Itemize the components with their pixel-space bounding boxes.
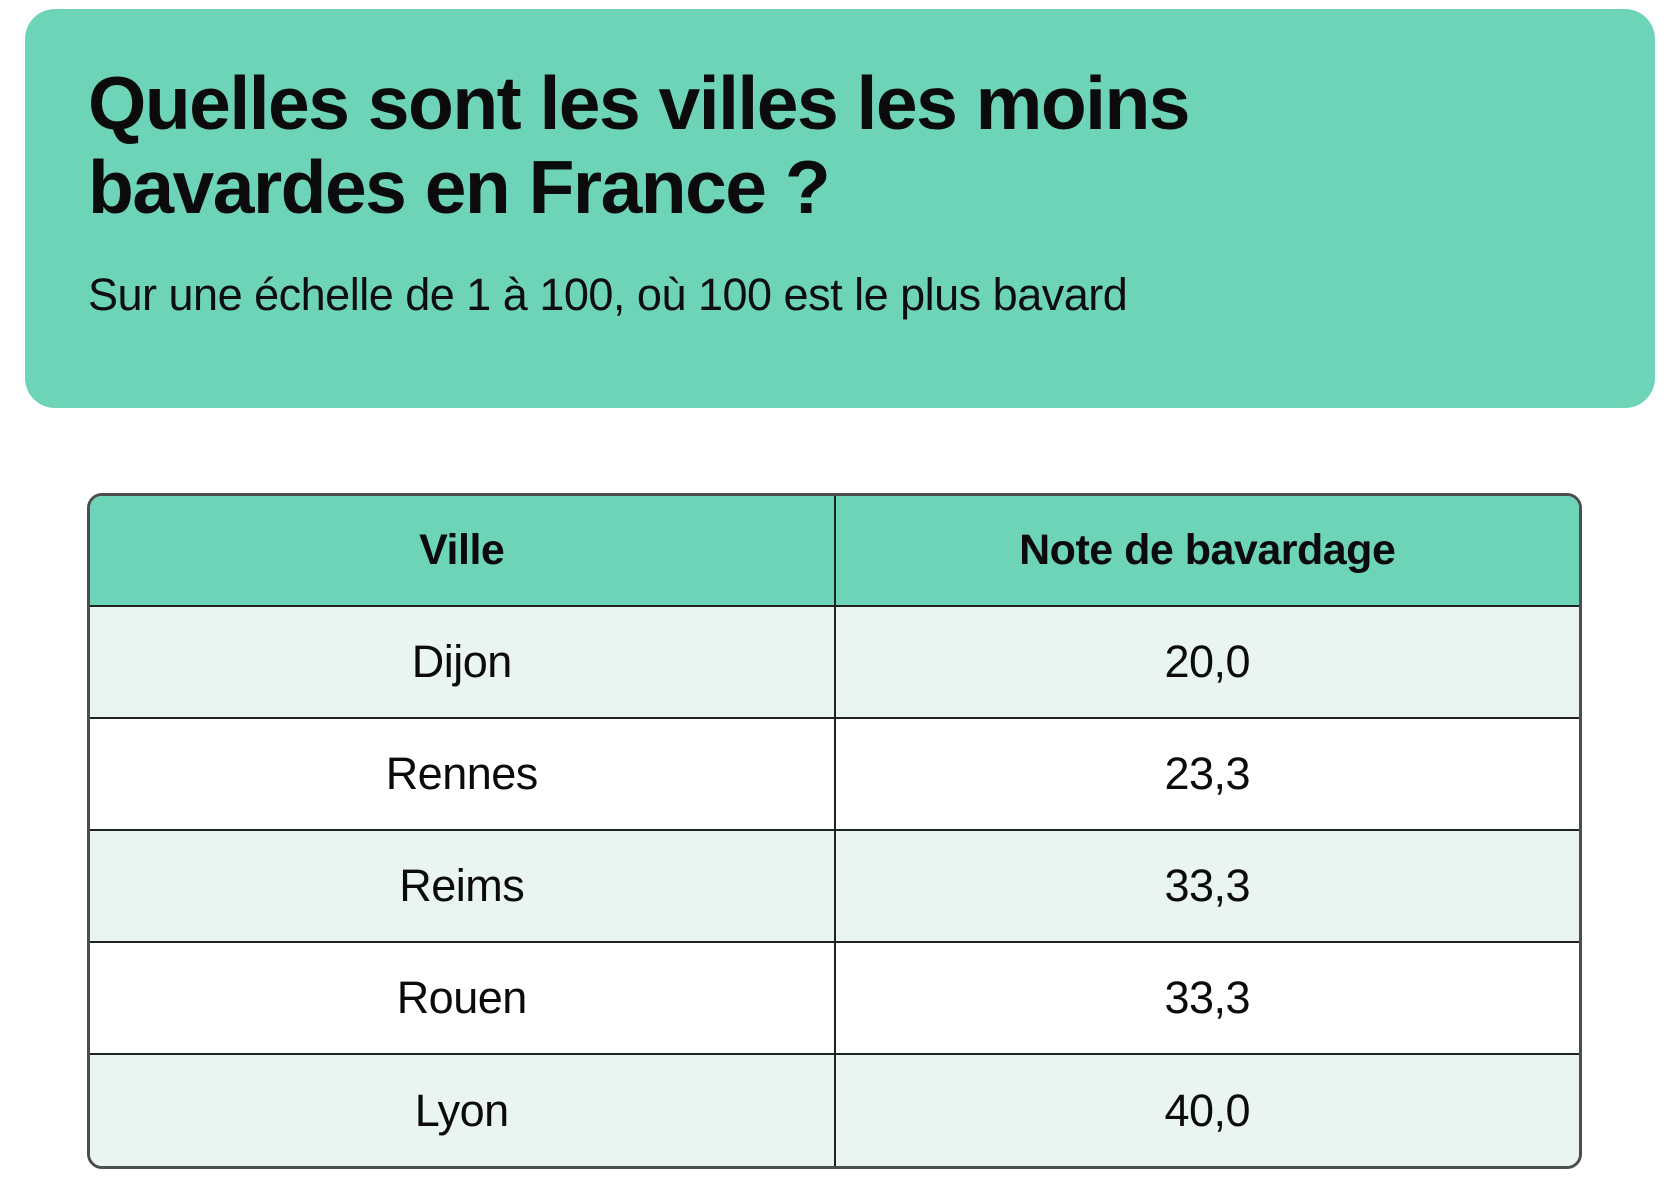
column-header-note: Note de bavardage [834,496,1579,606]
note-cell: 33,3 [834,830,1579,942]
table-header-row: Ville Note de bavardage [90,496,1579,606]
page-subtitle: Sur une échelle de 1 à 100, où 100 est l… [88,269,1128,320]
table-row-rennes: Rennes 23,3 [90,718,1579,830]
note-cell: 23,3 [834,718,1579,830]
page-title-line-1: Quelles sont les villes les moins [88,61,1191,145]
note-cell: 40,0 [834,1054,1579,1166]
page-title: Quelles sont les villes les moins bavard… [88,61,1595,229]
ville-cell: Reims [90,830,836,942]
hero-banner: Quelles sont les villes les moins bavard… [25,9,1655,408]
note-cell: 20,0 [834,606,1579,718]
ville-cell: Lyon [90,1054,836,1166]
column-header-ville: Ville [90,496,836,606]
ville-cell: Rouen [90,942,836,1054]
chattiness-table: Ville Note de bavardage Dijon 20,0 Renne… [87,493,1582,1169]
note-cell: 33,3 [834,942,1579,1054]
table-row-lyon: Lyon 40,0 [90,1054,1579,1166]
page-title-line-2: bavardes en France ? [88,145,831,229]
ville-cell: Rennes [90,718,836,830]
table-row-reims: Reims 33,3 [90,830,1579,942]
ville-cell: Dijon [90,606,836,718]
table-row-dijon: Dijon 20,0 [90,606,1579,718]
chattiness-table-grid: Ville Note de bavardage Dijon 20,0 Renne… [90,496,1579,1166]
table-row-rouen: Rouen 33,3 [90,942,1579,1054]
